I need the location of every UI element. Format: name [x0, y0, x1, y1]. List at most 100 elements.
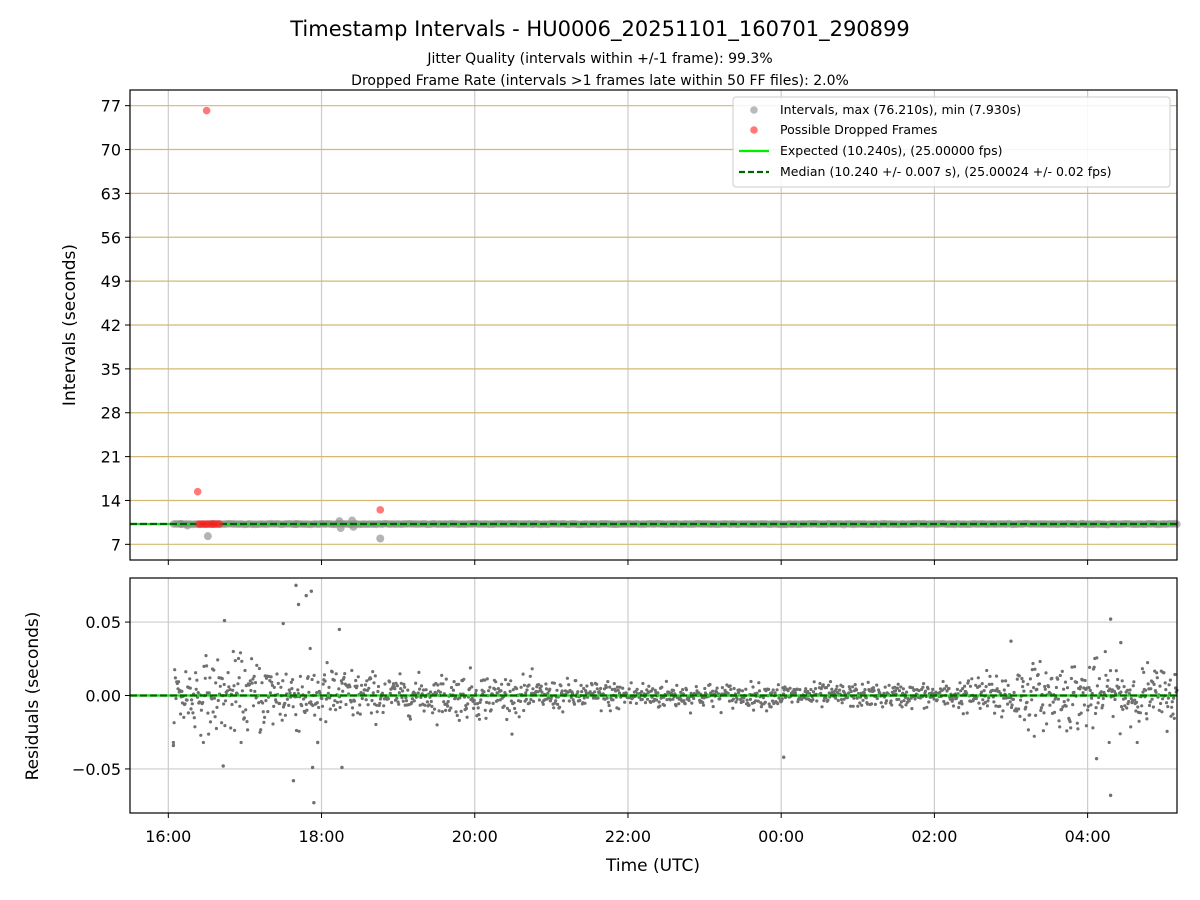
residual-point [647, 684, 651, 688]
residual-point [258, 730, 262, 734]
residual-point [925, 705, 929, 709]
residual-point [875, 683, 879, 687]
residual-point [310, 765, 315, 770]
residual-point [188, 686, 192, 690]
residual-point [419, 695, 423, 700]
residual-point [608, 709, 613, 713]
residual-point [444, 677, 448, 681]
residual-point [578, 698, 582, 703]
residual-point [289, 680, 293, 684]
residual-point [599, 709, 603, 713]
residual-point [1058, 725, 1062, 729]
residual-point [1161, 697, 1165, 701]
residual-point [436, 683, 440, 687]
residual-point [1036, 673, 1040, 677]
residual-point [300, 685, 304, 689]
residual-point [214, 681, 218, 685]
residual-point [836, 698, 840, 703]
residual-point [330, 670, 334, 674]
residual-point [553, 701, 557, 705]
residual-point [204, 654, 208, 658]
residual-point [531, 687, 535, 691]
residual-point [899, 685, 903, 689]
residual-point [524, 691, 528, 695]
interval-point [348, 516, 357, 525]
residual-point [215, 705, 219, 710]
intervals-grid [130, 90, 1177, 560]
residual-point [281, 621, 285, 626]
residual-point [548, 687, 552, 691]
residual-point [375, 710, 379, 714]
residual-point [970, 677, 974, 681]
residual-point [365, 679, 369, 683]
residual-point [1010, 703, 1014, 707]
residual-point [839, 697, 844, 702]
residual-point [728, 684, 732, 688]
residual-point [849, 689, 853, 694]
residual-point [1093, 711, 1098, 716]
residual-point [395, 696, 399, 701]
residual-point [236, 682, 240, 686]
residual-point [449, 685, 454, 690]
residual-point [455, 713, 459, 718]
residual-point [199, 733, 203, 737]
residual-point [873, 702, 878, 707]
residual-point [332, 678, 336, 682]
residual-point [992, 700, 996, 704]
residual-point [894, 689, 898, 693]
residual-point [751, 685, 755, 689]
residual-point [294, 583, 298, 588]
residual-point [1060, 708, 1064, 712]
residual-point [1058, 673, 1062, 678]
residual-point [558, 705, 562, 709]
residual-point [171, 740, 175, 745]
residual-point [1035, 687, 1039, 692]
residual-point [741, 699, 745, 704]
residual-point [951, 697, 955, 701]
residual-point [1108, 793, 1113, 798]
residual-point [863, 688, 867, 692]
residual-point [312, 673, 316, 678]
residual-point [391, 682, 396, 686]
residual-point [468, 666, 472, 670]
residual-point [472, 698, 476, 703]
residual-point [660, 685, 664, 689]
residual-point [340, 681, 344, 685]
residual-point [270, 683, 274, 688]
residual-point [1039, 706, 1043, 710]
residual-point [221, 764, 225, 768]
residual-point [1129, 697, 1133, 701]
residual-point [582, 686, 586, 691]
residual-point [230, 702, 234, 707]
residual-point [951, 704, 956, 708]
residual-point [871, 686, 876, 690]
residual-point [541, 702, 545, 706]
residual-point [406, 688, 410, 692]
residual-point [195, 678, 199, 682]
residual-point [233, 659, 237, 663]
residual-point [218, 684, 222, 688]
residual-point [1012, 690, 1016, 695]
residual-point [184, 670, 188, 674]
residual-point [398, 672, 402, 676]
residual-point [580, 690, 584, 694]
interval-point [203, 532, 212, 541]
residual-point [879, 701, 883, 705]
residual-point [507, 709, 511, 713]
residual-point [1009, 639, 1013, 643]
residual-point [855, 696, 859, 700]
residual-point [465, 715, 469, 719]
residual-point [899, 700, 904, 704]
x-tick-label: 22:00 [605, 827, 651, 846]
residual-point [291, 678, 295, 682]
residual-point [729, 687, 733, 692]
residual-point [651, 687, 655, 691]
residual-point [457, 682, 461, 686]
residual-point [824, 686, 829, 690]
residual-point [183, 702, 187, 706]
residual-point [1127, 699, 1131, 704]
residual-point [1155, 676, 1159, 680]
residual-point [1157, 708, 1161, 712]
residual-point [189, 707, 193, 711]
residual-point [904, 703, 908, 707]
